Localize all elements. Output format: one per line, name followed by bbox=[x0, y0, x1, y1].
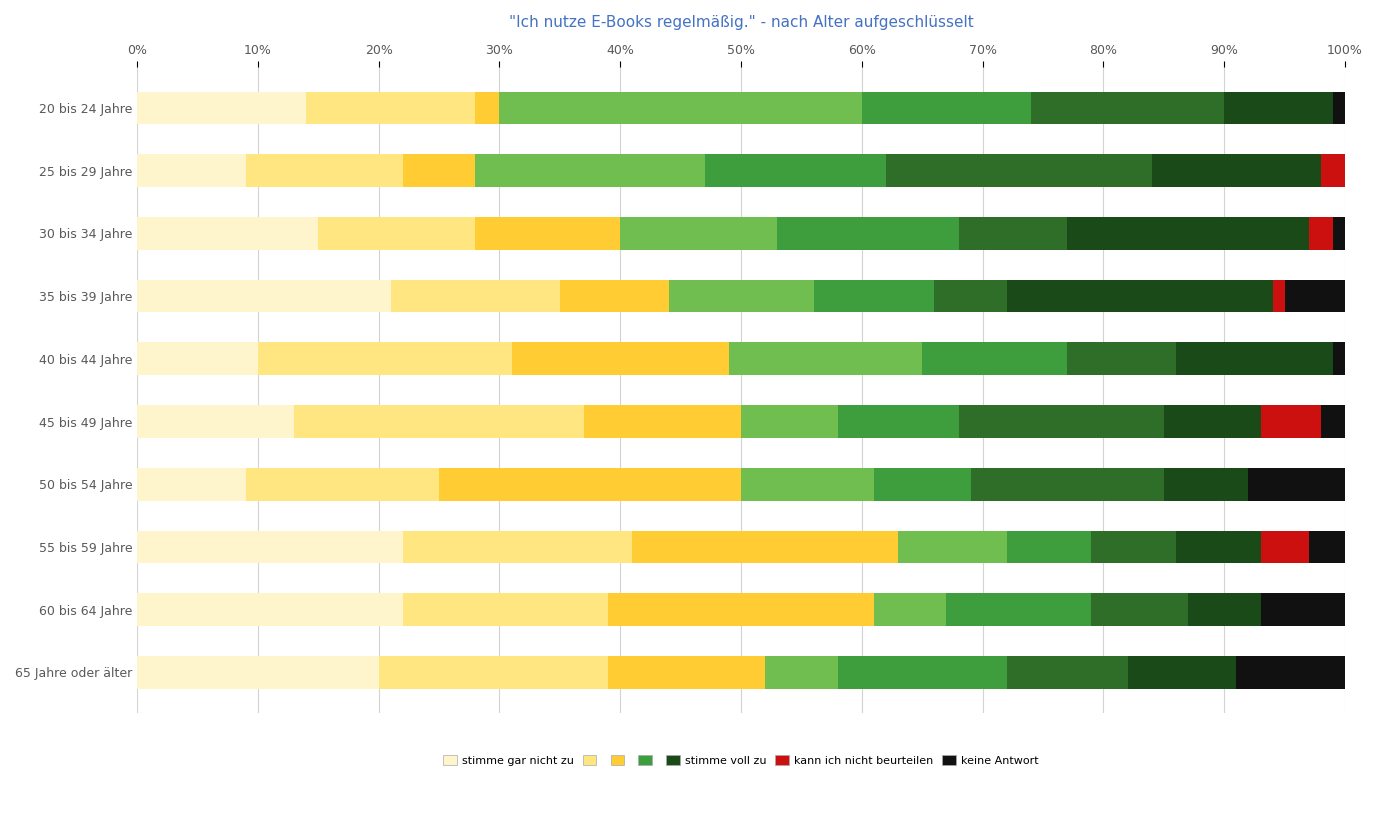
Bar bbox=[138, 343, 258, 375]
Bar bbox=[1261, 593, 1345, 626]
Bar bbox=[138, 593, 402, 626]
Bar bbox=[1175, 530, 1261, 564]
Bar bbox=[947, 593, 1091, 626]
Bar bbox=[306, 91, 475, 124]
Bar bbox=[1333, 343, 1345, 375]
Bar bbox=[1322, 154, 1345, 187]
Bar bbox=[1007, 657, 1127, 689]
Bar bbox=[138, 280, 391, 312]
Bar bbox=[1333, 217, 1345, 250]
Bar bbox=[584, 405, 741, 438]
Bar bbox=[138, 217, 318, 250]
Bar bbox=[1284, 280, 1345, 312]
Bar bbox=[838, 657, 1007, 689]
Bar bbox=[1152, 154, 1322, 187]
Bar bbox=[1261, 530, 1309, 564]
Bar bbox=[1273, 280, 1284, 312]
Bar bbox=[970, 468, 1164, 500]
Bar bbox=[1309, 217, 1333, 250]
Legend: stimme gar nicht zu, , , , stimme voll zu, kann ich nicht beurteilen, keine Antw: stimme gar nicht zu, , , , stimme voll z… bbox=[444, 755, 1039, 766]
Bar bbox=[559, 280, 668, 312]
Bar bbox=[741, 468, 874, 500]
Bar bbox=[1067, 217, 1309, 250]
Bar bbox=[245, 468, 440, 500]
Bar bbox=[1261, 405, 1322, 438]
Bar bbox=[138, 154, 245, 187]
Bar bbox=[245, 154, 402, 187]
Bar bbox=[475, 91, 499, 124]
Bar bbox=[1322, 405, 1345, 438]
Bar bbox=[402, 154, 475, 187]
Bar bbox=[1333, 91, 1345, 124]
Bar bbox=[1175, 343, 1333, 375]
Bar bbox=[1067, 343, 1175, 375]
Bar bbox=[861, 91, 1031, 124]
Bar bbox=[402, 593, 608, 626]
Bar bbox=[294, 405, 584, 438]
Bar bbox=[741, 405, 838, 438]
Bar bbox=[391, 280, 559, 312]
Bar bbox=[1007, 280, 1273, 312]
Bar bbox=[1309, 530, 1345, 564]
Bar bbox=[729, 343, 922, 375]
Bar bbox=[959, 217, 1067, 250]
Bar bbox=[608, 593, 874, 626]
Bar bbox=[1007, 530, 1091, 564]
Bar bbox=[959, 405, 1164, 438]
Bar bbox=[475, 217, 620, 250]
Bar bbox=[379, 657, 608, 689]
Bar bbox=[1188, 593, 1261, 626]
Title: "Ich nutze E-Books regelmäßig." - nach Alter aufgeschlüsselt: "Ich nutze E-Books regelmäßig." - nach A… bbox=[508, 15, 973, 30]
Bar bbox=[138, 468, 245, 500]
Bar bbox=[886, 154, 1152, 187]
Bar bbox=[138, 530, 402, 564]
Bar bbox=[838, 405, 959, 438]
Bar bbox=[1031, 91, 1224, 124]
Bar bbox=[874, 593, 947, 626]
Bar bbox=[813, 280, 934, 312]
Bar bbox=[402, 530, 633, 564]
Bar bbox=[1248, 468, 1345, 500]
Bar bbox=[765, 657, 838, 689]
Bar bbox=[874, 468, 970, 500]
Bar bbox=[499, 91, 861, 124]
Bar bbox=[440, 468, 741, 500]
Bar bbox=[1164, 405, 1261, 438]
Bar bbox=[706, 154, 886, 187]
Bar bbox=[1236, 657, 1345, 689]
Bar bbox=[777, 217, 959, 250]
Bar bbox=[668, 280, 813, 312]
Bar bbox=[620, 217, 777, 250]
Bar bbox=[138, 405, 294, 438]
Bar bbox=[1091, 593, 1188, 626]
Bar bbox=[608, 657, 765, 689]
Bar bbox=[511, 343, 729, 375]
Bar bbox=[138, 657, 379, 689]
Bar bbox=[138, 91, 306, 124]
Bar bbox=[258, 343, 511, 375]
Bar bbox=[475, 154, 706, 187]
Bar bbox=[898, 530, 1007, 564]
Bar bbox=[1127, 657, 1236, 689]
Bar bbox=[1224, 91, 1333, 124]
Bar bbox=[1164, 468, 1248, 500]
Bar bbox=[922, 343, 1067, 375]
Bar bbox=[1091, 530, 1175, 564]
Bar bbox=[934, 280, 1007, 312]
Bar bbox=[633, 530, 898, 564]
Bar bbox=[318, 217, 475, 250]
